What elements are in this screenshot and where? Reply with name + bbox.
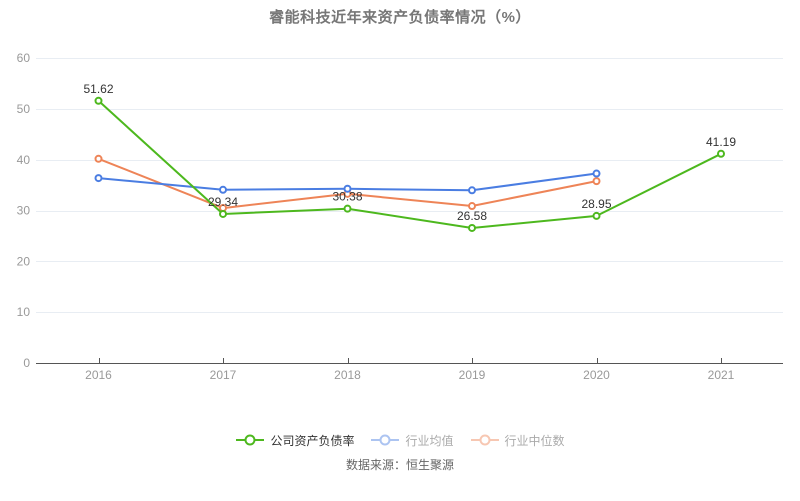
data-point-company-debt-ratio [468, 223, 476, 232]
chart-title: 睿能科技近年来资产负债率情况（%） [269, 9, 531, 26]
line-chart-plot-area: 0 10 20 30 40 50 60 2016 2017 2018 2019 2020 2021 51.… [17, 51, 783, 382]
data-point-company-debt-ratio [219, 209, 227, 218]
value-label-company-debt-ratio: 30.38 [332, 190, 362, 204]
value-label-company-debt-ratio: 41.19 [706, 135, 736, 149]
legend: 公司资产负债率 行业均值 行业中位数 [0, 430, 800, 450]
data-point-industry-median [94, 154, 103, 163]
data-source: 数据来源：恒生聚源 [345, 458, 454, 472]
legend-item-industry-median[interactable]: 行业中位数 [470, 432, 565, 449]
legend-item-industry-average[interactable]: 行业均值 [370, 432, 454, 449]
data-point-industry-average [468, 186, 476, 195]
y-axis-tick-label: 30 [17, 204, 31, 218]
legend-marker-industry-average [371, 434, 400, 446]
y-axis-tick-label: 20 [17, 254, 31, 268]
legend-item-company-debt-ratio[interactable]: 公司资产负债率 [235, 432, 354, 449]
data-point-industry-average [592, 169, 601, 178]
x-axis-tick-label: 2018 [334, 368, 361, 382]
value-label-company-debt-ratio: 51.62 [83, 82, 113, 96]
data-point-company-debt-ratio [343, 204, 352, 213]
series-line-company-debt-ratio [97, 99, 722, 229]
data-point-industry-average [94, 174, 103, 183]
y-axis-tick-label: 60 [17, 51, 31, 65]
y-axis-tick-label: 10 [17, 305, 31, 319]
data-point-company-debt-ratio [94, 96, 103, 105]
value-label-company-debt-ratio: 28.95 [581, 197, 611, 211]
y-axis-tick-label: 0 [23, 356, 30, 370]
data-point-industry-average [343, 184, 352, 193]
x-axis-tick-label: 2019 [459, 368, 486, 382]
data-point-industry-average [219, 185, 227, 194]
data-point-company-debt-ratio [717, 149, 725, 158]
x-axis-tick-label: 2020 [583, 368, 610, 382]
legend-marker-industry-median [470, 434, 499, 446]
legend-label-industry-median: 行业中位数 [504, 433, 565, 448]
legend-label-industry-average: 行业均值 [405, 433, 454, 448]
y-axis-tick-label: 50 [17, 102, 31, 116]
value-label-company-debt-ratio: 26.58 [457, 209, 487, 223]
x-axis-tick-label: 2021 [708, 368, 735, 382]
value-label-company-debt-ratio: 29.34 [208, 195, 238, 209]
data-point-industry-median [468, 202, 476, 211]
data-point-company-debt-ratio [592, 211, 601, 220]
legend-marker-company-debt-ratio [236, 434, 265, 446]
x-axis-tick-label: 2017 [210, 368, 237, 382]
y-axis-tick-label: 40 [17, 153, 31, 167]
x-axis-tick-label: 2016 [85, 368, 112, 382]
legend-label-company-debt-ratio: 公司资产负债率 [270, 433, 355, 448]
data-point-industry-median [592, 177, 601, 186]
